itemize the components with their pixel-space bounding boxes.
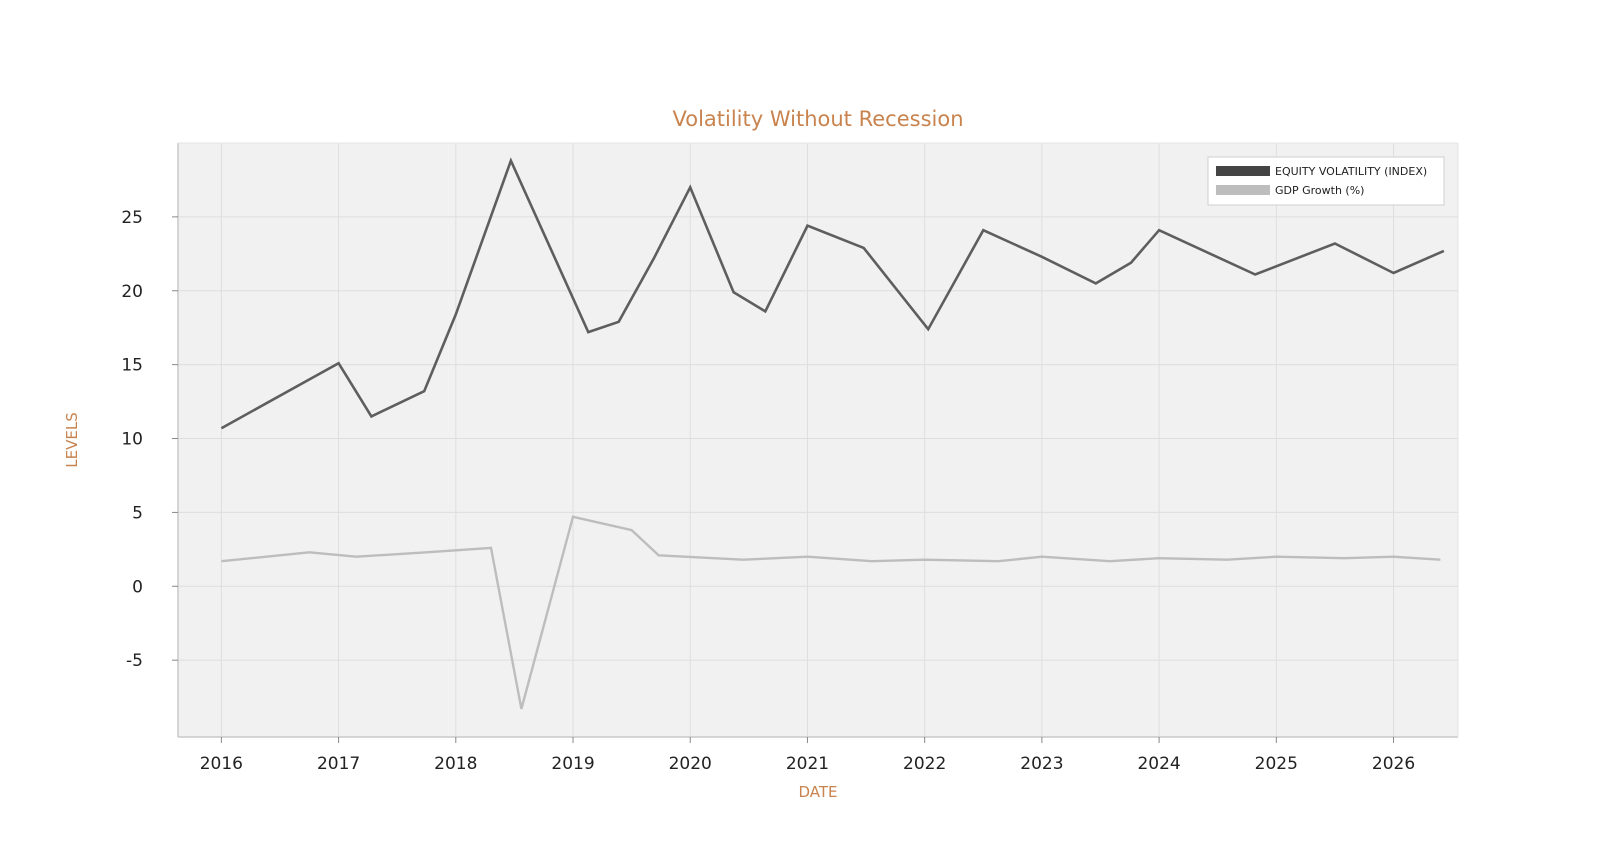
tick-labels: 2016 2017 2018 2019 2020 2021 2022 2023 2024 2025… xyxy=(121,208,1415,774)
x-axis-title: DATE xyxy=(798,783,837,801)
axes xyxy=(177,142,1459,738)
grid-lines xyxy=(178,143,1458,737)
y-tick-label-0: 0 xyxy=(132,577,143,597)
legend: EQUITY VOLATILITY (INDEX) GDP Growth (%) xyxy=(1207,156,1445,206)
data-series xyxy=(220,157,1445,710)
y-tick-label-5: 5 xyxy=(132,503,143,523)
x-tick-label-2020: 2020 xyxy=(669,754,712,774)
y-tick-label--5: -5 xyxy=(126,651,143,671)
y-tick-label-10: 10 xyxy=(121,430,143,450)
y-axis-title: LEVELS xyxy=(63,412,81,467)
legend-swatch-gdp-growth xyxy=(1216,185,1270,195)
legend-box xyxy=(1207,156,1445,206)
x-tick-label-2017: 2017 xyxy=(317,754,360,774)
x-tick-label-2026: 2026 xyxy=(1372,754,1415,774)
x-tick-label-2018: 2018 xyxy=(434,754,477,774)
legend-label-equity-volatility: EQUITY VOLATILITY (INDEX) xyxy=(1275,165,1427,178)
x-tick-label-2023: 2023 xyxy=(1020,754,1063,774)
x-tick-label-2024: 2024 xyxy=(1137,754,1180,774)
x-tick-label-2019: 2019 xyxy=(551,754,594,774)
chart-title: Volatility Without Recession xyxy=(672,107,963,131)
x-tick-label-2021: 2021 xyxy=(786,754,829,774)
x-tick-label-2022: 2022 xyxy=(903,754,946,774)
x-tick-label-2016: 2016 xyxy=(200,754,243,774)
y-tick-label-20: 20 xyxy=(121,282,143,302)
y-tick-label-15: 15 xyxy=(121,356,143,376)
series-line-equity-volatility xyxy=(220,157,1445,430)
x-tick-label-2025: 2025 xyxy=(1255,754,1298,774)
series-line-gdp-growth xyxy=(221,515,1441,710)
legend-swatch-equity-volatility xyxy=(1216,166,1270,176)
y-tick-label-25: 25 xyxy=(121,208,143,228)
legend-label-gdp-growth: GDP Growth (%) xyxy=(1275,184,1364,197)
plot-area xyxy=(178,143,1458,737)
